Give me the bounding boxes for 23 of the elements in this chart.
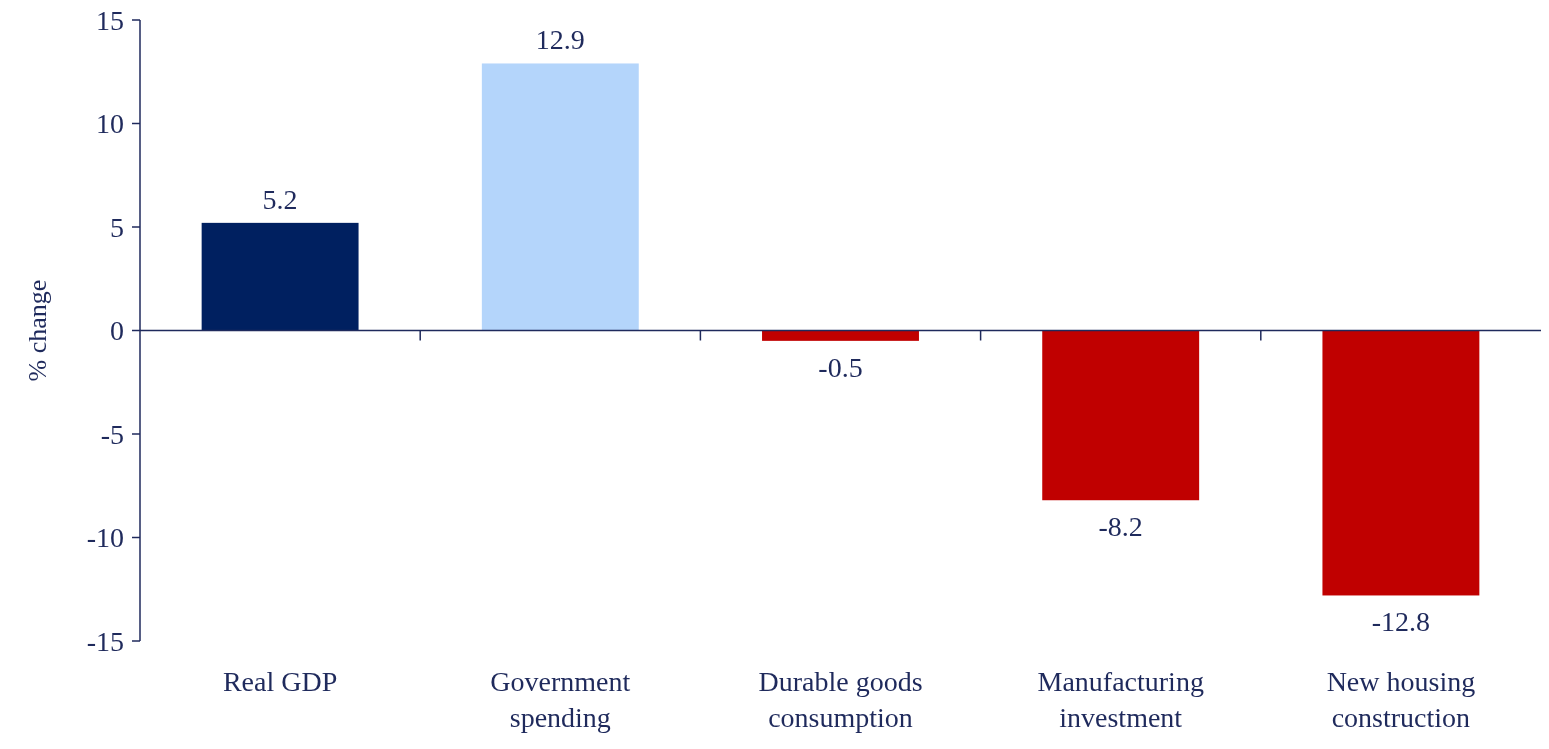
x-tick-label: Durable goods consumption xyxy=(758,666,923,733)
y-tick-label: 0 xyxy=(110,315,124,347)
y-tick-label: 5 xyxy=(110,211,124,243)
x-tick-label: Manufacturing investment xyxy=(1037,666,1204,733)
data-label: 12.9 xyxy=(535,24,585,56)
y-tick-label: -10 xyxy=(86,522,124,554)
bar xyxy=(762,330,919,341)
data-label: -12.8 xyxy=(1371,606,1431,638)
data-label: -8.2 xyxy=(1098,511,1143,543)
data-label: -0.5 xyxy=(818,351,863,383)
y-tick-label: 10 xyxy=(96,108,124,140)
y-tick-label: 15 xyxy=(96,4,124,36)
y-tick-label: -5 xyxy=(100,418,124,450)
data-label: 5.2 xyxy=(262,183,298,215)
x-tick-label: Government spending xyxy=(490,666,631,733)
bar xyxy=(1322,330,1480,596)
x-tick-label: New housing construction xyxy=(1326,666,1476,733)
y-axis-title: % change xyxy=(23,279,52,382)
x-tick-label: Real GDP xyxy=(222,666,338,697)
bar xyxy=(1042,330,1200,501)
bar xyxy=(481,63,639,331)
y-tick-label: -15 xyxy=(86,625,124,657)
bar xyxy=(201,222,359,331)
